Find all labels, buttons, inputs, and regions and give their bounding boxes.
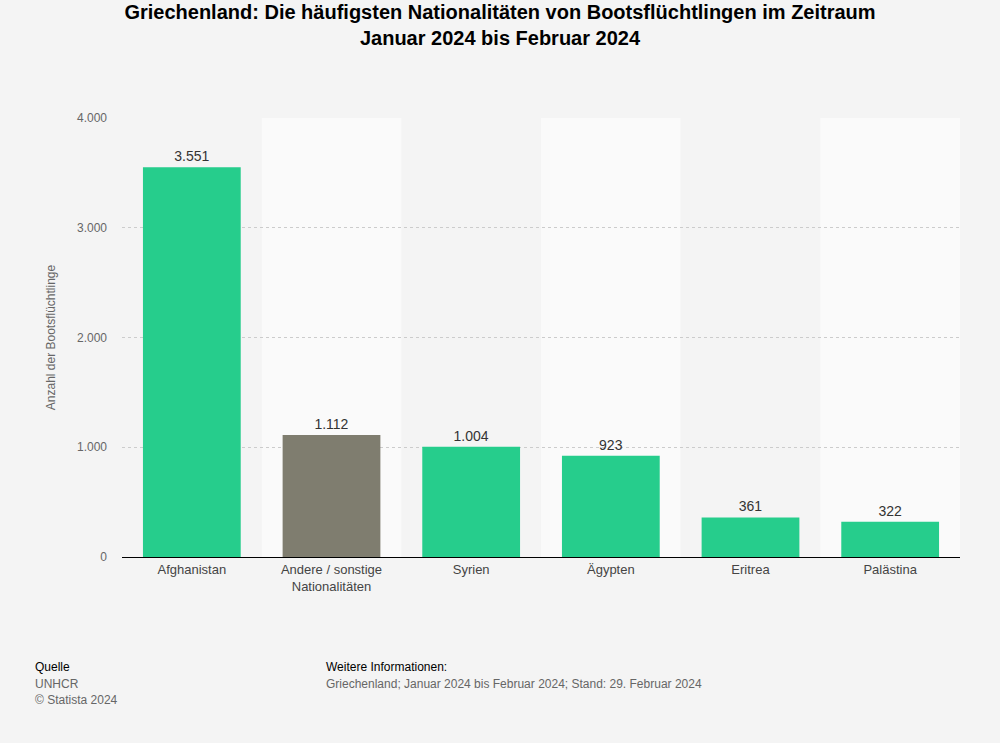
svg-text:3.000: 3.000: [77, 221, 107, 235]
svg-text:Griechenland; Januar 2024 bis: Griechenland; Januar 2024 bis Februar 20…: [326, 677, 702, 691]
svg-text:0: 0: [100, 550, 107, 564]
svg-text:Eritrea: Eritrea: [731, 562, 770, 577]
svg-text:Afghanistan: Afghanistan: [157, 562, 226, 577]
svg-text:Griechenland: Die häufigsten N: Griechenland: Die häufigsten Nationalitä…: [124, 1, 875, 49]
svg-text:4.000: 4.000: [77, 111, 107, 125]
svg-text:3.551: 3.551: [174, 148, 209, 164]
svg-text:UNHCR: UNHCR: [35, 677, 79, 691]
svg-text:923: 923: [599, 437, 623, 453]
svg-text:Anzahl der Bootsflüchtlinge: Anzahl der Bootsflüchtlinge: [44, 264, 58, 410]
svg-text:361: 361: [739, 498, 763, 514]
svg-text:322: 322: [878, 503, 902, 519]
svg-text:1.000: 1.000: [77, 440, 107, 454]
svg-text:Quelle: Quelle: [35, 660, 70, 674]
svg-text:© Statista 2024: © Statista 2024: [35, 693, 118, 707]
svg-text:Palästina: Palästina: [863, 562, 917, 577]
svg-text:Ägypten: Ägypten: [587, 562, 635, 577]
svg-text:2.000: 2.000: [77, 331, 107, 345]
svg-text:1.004: 1.004: [454, 428, 489, 444]
svg-text:Andere / sonstigeNationalitäte: Andere / sonstigeNationalitäten: [281, 562, 382, 594]
svg-text:1.112: 1.112: [314, 416, 348, 432]
svg-text:Weitere Informationen:: Weitere Informationen:: [326, 660, 447, 674]
svg-text:Syrien: Syrien: [453, 562, 490, 577]
